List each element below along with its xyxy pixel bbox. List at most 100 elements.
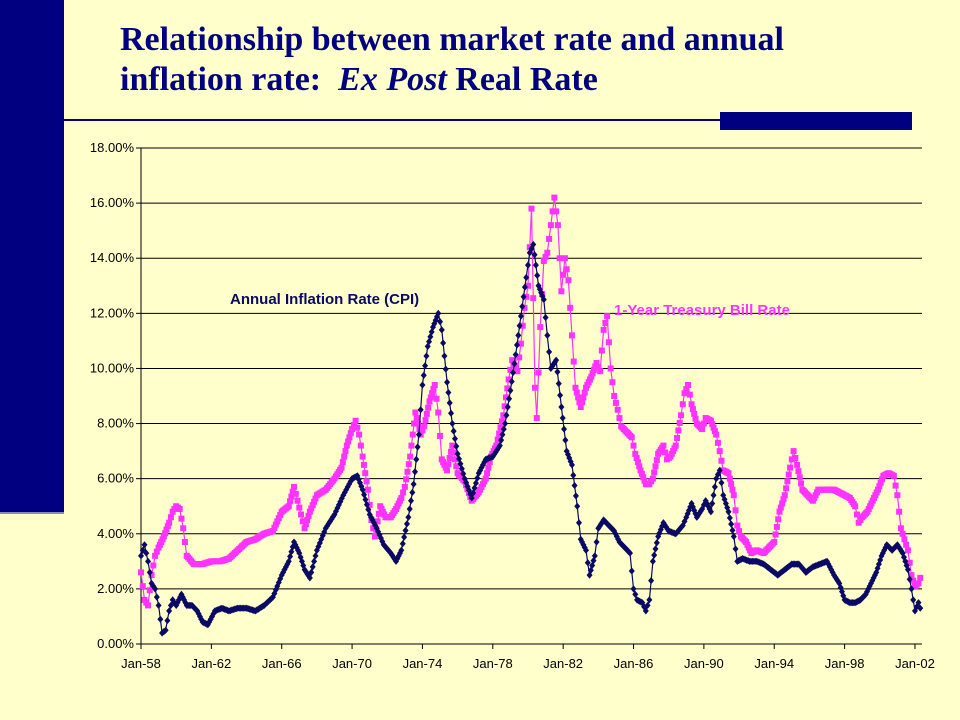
point-tbill <box>560 271 567 278</box>
point-cpi <box>444 378 451 386</box>
point-cpi <box>628 567 635 575</box>
point-tbill <box>449 442 456 449</box>
point-tbill <box>411 420 418 427</box>
point-tbill <box>493 442 500 449</box>
point-cpi <box>340 491 347 499</box>
point-cpi <box>499 430 506 439</box>
point-cpi <box>141 541 148 549</box>
point-tbill <box>852 503 859 510</box>
point-cpi <box>446 399 453 407</box>
point-cpi <box>865 585 872 593</box>
point-cpi <box>308 568 315 576</box>
point-tbill <box>686 391 693 398</box>
point-tbill <box>593 359 600 366</box>
point-cpi <box>899 549 906 557</box>
point-tbill <box>726 475 733 482</box>
point-tbill <box>679 401 686 408</box>
point-tbill <box>164 523 171 530</box>
point-tbill <box>640 474 647 481</box>
point-tbill <box>853 511 860 518</box>
point-cpi <box>463 478 470 487</box>
point-tbill <box>533 415 540 422</box>
point-tbill <box>338 464 345 471</box>
x-tick-label: Jan-66 <box>262 656 302 671</box>
point-cpi <box>615 535 622 543</box>
point-cpi <box>559 414 566 422</box>
point-cpi <box>327 517 334 525</box>
point-tbill <box>556 255 563 262</box>
point-tbill <box>685 381 692 388</box>
point-tbill <box>602 319 609 326</box>
point-cpi <box>442 365 449 373</box>
point-cpi <box>874 564 881 572</box>
point-cpi <box>413 455 420 463</box>
point-cpi <box>438 326 445 334</box>
point-tbill <box>299 518 306 525</box>
point-cpi <box>568 461 575 469</box>
point-cpi <box>716 466 723 474</box>
point-tbill <box>707 417 714 424</box>
point-cpi <box>419 381 426 389</box>
point-cpi <box>531 251 538 259</box>
point-tbill <box>570 358 577 365</box>
point-cpi <box>524 261 531 269</box>
point-cpi <box>478 464 485 472</box>
point-cpi <box>207 615 214 623</box>
point-tbill <box>906 559 913 566</box>
y-tick-label: 16.00% <box>90 195 135 210</box>
point-tbill <box>630 442 637 449</box>
point-cpi <box>468 494 475 502</box>
point-cpi <box>866 582 873 590</box>
title-line-2-italic: Ex Post <box>338 61 447 98</box>
point-tbill <box>415 420 422 427</box>
point-cpi <box>411 468 418 476</box>
x-tick-label: Jan-94 <box>754 656 794 671</box>
point-tbill <box>504 385 511 392</box>
point-cpi <box>630 585 637 593</box>
point-tbill <box>178 515 185 522</box>
point-tbill <box>540 257 547 264</box>
point-tbill <box>167 514 174 521</box>
point-cpi <box>911 607 918 615</box>
point-cpi <box>441 352 448 360</box>
point-tbill <box>688 401 695 408</box>
point-tbill <box>692 415 699 422</box>
point-tbill <box>683 386 690 393</box>
point-cpi <box>422 362 429 370</box>
point-tbill <box>364 486 371 493</box>
point-tbill <box>917 574 924 581</box>
point-cpi <box>414 443 421 451</box>
point-cpi <box>689 503 696 511</box>
point-tbill <box>339 459 346 466</box>
point-tbill <box>549 208 556 215</box>
point-cpi <box>511 360 518 368</box>
point-cpi <box>402 526 409 535</box>
point-tbill <box>422 417 429 424</box>
point-cpi <box>553 356 560 364</box>
point-tbill <box>517 340 524 347</box>
point-cpi <box>420 371 427 379</box>
point-tbill <box>699 426 706 433</box>
point-tbill <box>653 457 660 464</box>
point-tbill <box>408 442 415 449</box>
point-tbill <box>649 475 656 482</box>
point-cpi <box>539 292 546 300</box>
point-cpi <box>405 513 412 521</box>
point-tbill <box>296 504 303 511</box>
point-tbill <box>652 463 659 470</box>
point-cpi <box>571 481 578 490</box>
point-cpi <box>477 466 484 474</box>
point-cpi <box>440 339 447 347</box>
point-cpi <box>494 446 501 454</box>
point-cpi <box>506 395 513 403</box>
point-cpi <box>538 289 545 297</box>
point-tbill <box>634 459 641 466</box>
point-cpi <box>481 458 488 466</box>
point-tbill <box>676 419 683 426</box>
title-line-2: inflation rate: Ex Post Real Rate <box>120 60 920 100</box>
point-tbill <box>301 525 308 532</box>
point-tbill <box>600 326 607 333</box>
point-cpi <box>691 506 698 514</box>
annotation-cpi: Annual Inflation Rate (CPI) <box>230 291 419 308</box>
point-tbill <box>305 512 312 519</box>
